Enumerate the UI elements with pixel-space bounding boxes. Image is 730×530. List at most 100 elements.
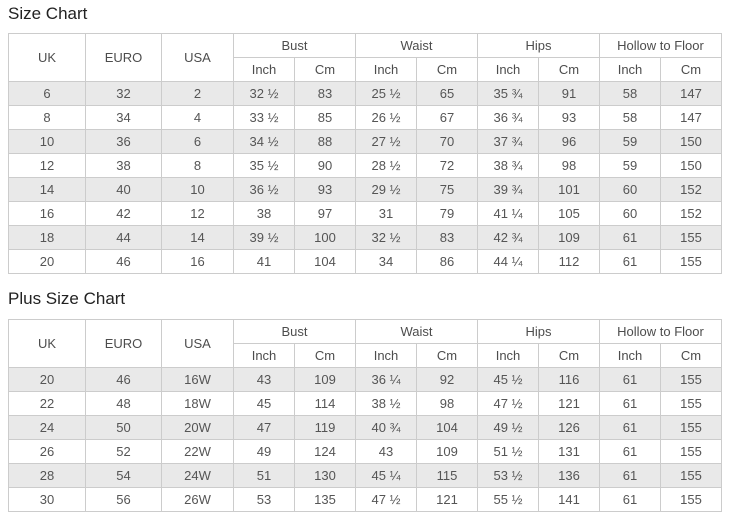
table-cell: 115 [416, 462, 478, 488]
table-cell: 43 [355, 438, 417, 464]
group-header-hollow-to-floor: Hollow to Floor [599, 318, 722, 344]
table-cell: 121 [416, 486, 478, 512]
size-chart-table: UK EURO USA Bust Waist Hips Hollow to Floor Inc… [8, 33, 722, 275]
table-cell: 75 [416, 177, 478, 203]
table-cell: 155 [660, 462, 722, 488]
table-cell: 53 [233, 486, 295, 512]
table-cell: 136 [538, 462, 600, 488]
table-cell: 47 ½ [355, 486, 417, 512]
table-cell: 53 ½ [477, 462, 539, 488]
table-cell: 47 ½ [477, 390, 539, 416]
table-cell: 49 [233, 438, 295, 464]
size-chart-table-body: 6 32 2 32 ½ 83 25 ½ 65 35 ¾ 91 58 147 8 34 4 33 ½ 85 26 … [8, 81, 722, 275]
table-cell: 83 [294, 81, 356, 107]
table-cell: 97 [294, 201, 356, 227]
table-row: 20 46 16W 43 109 36 ¼ 92 45 ½ 116 61 155 [8, 366, 722, 392]
table-cell: 88 [294, 129, 356, 155]
size-chart-table-head: UK EURO USA Bust Waist Hips Hollow to Floor Inc… [8, 33, 722, 83]
table-cell: 79 [416, 201, 478, 227]
table-cell: 28 [8, 462, 86, 488]
table-cell: 155 [660, 438, 722, 464]
unit-header-hollow-to-floor-cm: Cm [660, 342, 722, 368]
table-cell: 16 [8, 201, 86, 227]
column-header-uk: UK [8, 318, 86, 368]
table-cell: 114 [294, 390, 356, 416]
table-cell: 24W [161, 462, 234, 488]
unit-header-bust-cm: Cm [294, 342, 356, 368]
table-cell: 14 [8, 177, 86, 203]
table-cell: 83 [416, 225, 478, 251]
table-cell: 105 [538, 201, 600, 227]
table-cell: 26W [161, 486, 234, 512]
table-cell: 49 ½ [477, 414, 539, 440]
table-cell: 93 [538, 105, 600, 131]
table-cell: 155 [660, 366, 722, 392]
group-header-hips: Hips [477, 33, 600, 59]
column-header-usa: USA [161, 318, 234, 368]
unit-header-bust-inch: Inch [233, 57, 295, 83]
table-row: 14 40 10 36 ½ 93 29 ½ 75 39 ¾ 101 60 152 [8, 177, 722, 203]
table-cell: 20W [161, 414, 234, 440]
table-cell: 72 [416, 153, 478, 179]
unit-header-hips-cm: Cm [538, 342, 600, 368]
table-cell: 147 [660, 81, 722, 107]
unit-header-waist-cm: Cm [416, 57, 478, 83]
table-cell: 141 [538, 486, 600, 512]
unit-header-waist-inch: Inch [355, 57, 417, 83]
table-cell: 35 ¾ [477, 81, 539, 107]
table-cell: 61 [599, 390, 661, 416]
column-header-euro: EURO [85, 318, 162, 368]
table-cell: 155 [660, 414, 722, 440]
table-row: 22 48 18W 45 114 38 ½ 98 47 ½ 121 61 155 [8, 390, 722, 416]
table-cell: 112 [538, 249, 600, 275]
table-cell: 46 [85, 249, 162, 275]
table-cell: 98 [416, 390, 478, 416]
table-cell: 56 [85, 486, 162, 512]
group-header-waist: Waist [355, 33, 478, 59]
table-cell: 59 [599, 153, 661, 179]
unit-header-bust-inch: Inch [233, 342, 295, 368]
table-cell: 147 [660, 105, 722, 131]
table-cell: 93 [294, 177, 356, 203]
plus-size-chart-title: Plus Size Chart [8, 289, 126, 309]
table-cell: 45 ¼ [355, 462, 417, 488]
table-cell: 20 [8, 366, 86, 392]
group-header-bust: Bust [233, 318, 356, 344]
table-cell: 30 [8, 486, 86, 512]
table-cell: 12 [161, 201, 234, 227]
table-cell: 90 [294, 153, 356, 179]
table-cell: 31 [355, 201, 417, 227]
table-cell: 47 [233, 414, 295, 440]
unit-header-bust-cm: Cm [294, 57, 356, 83]
table-cell: 34 ½ [233, 129, 295, 155]
table-cell: 18 [8, 225, 86, 251]
table-cell: 36 ½ [233, 177, 295, 203]
table-cell: 61 [599, 462, 661, 488]
table-cell: 27 ½ [355, 129, 417, 155]
table-cell: 101 [538, 177, 600, 203]
column-header-usa: USA [161, 33, 234, 83]
group-header-bust: Bust [233, 33, 356, 59]
table-cell: 61 [599, 486, 661, 512]
table-cell: 152 [660, 177, 722, 203]
unit-header-hollow-to-floor-cm: Cm [660, 57, 722, 83]
table-cell: 8 [161, 153, 234, 179]
table-cell: 38 [233, 201, 295, 227]
table-cell: 12 [8, 153, 86, 179]
group-header-hollow-to-floor: Hollow to Floor [599, 33, 722, 59]
table-cell: 44 ¼ [477, 249, 539, 275]
table-cell: 6 [161, 129, 234, 155]
table-cell: 24 [8, 414, 86, 440]
table-cell: 50 [85, 414, 162, 440]
unit-header-hips-inch: Inch [477, 57, 539, 83]
table-row: 26 52 22W 49 124 43 109 51 ½ 131 61 155 [8, 438, 722, 464]
table-cell: 121 [538, 390, 600, 416]
table-row: 20 46 16 41 104 34 86 44 ¼ 112 61 155 [8, 249, 722, 275]
table-cell: 36 ¾ [477, 105, 539, 131]
table-row: 24 50 20W 47 119 40 ¾ 104 49 ½ 126 61 155 [8, 414, 722, 440]
unit-header-hollow-to-floor-inch: Inch [599, 342, 661, 368]
table-cell: 61 [599, 366, 661, 392]
table-cell: 59 [599, 129, 661, 155]
table-cell: 34 [85, 105, 162, 131]
